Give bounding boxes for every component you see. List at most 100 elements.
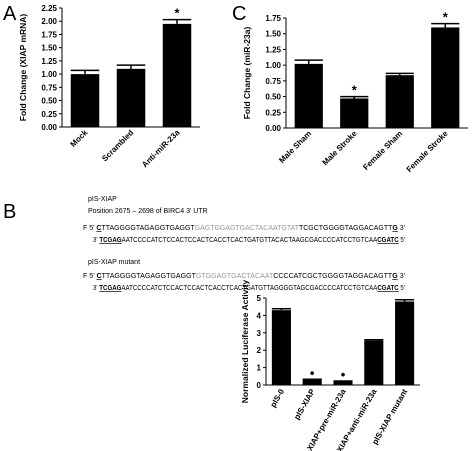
sequence-row: 3' TCGAGAATCCCCATCTCCACTCCACTCACCTCACTGA…: [93, 285, 405, 292]
x-tick-label: pIS-XIAP: [292, 387, 317, 421]
sequence-segment: C: [96, 225, 101, 232]
x-tick-label: Scrambled: [100, 128, 135, 163]
x-tick-label: Anti-miR-23a: [140, 128, 182, 170]
bar: [70, 74, 100, 127]
panel-label: B: [3, 201, 16, 223]
bar: [302, 379, 322, 385]
x-tick-label: Male Stroke: [321, 129, 360, 168]
y-tick-label: 1.00: [265, 61, 281, 70]
strand-label: 3': [93, 237, 98, 244]
bar: [431, 27, 460, 128]
y-tick-label: 5: [257, 294, 262, 303]
significance-marker: •: [310, 365, 315, 380]
y-tick-label: 2.25: [41, 4, 57, 13]
error-bar: [364, 339, 384, 341]
y-tick-label: 1.00: [41, 70, 57, 79]
sequence-segment: TTAGGGGTAGAGGTGAGGT: [102, 273, 197, 280]
error-bar: [333, 380, 353, 382]
y-axis-label: Fold Change (XIAP mRNA): [18, 14, 28, 122]
strand-label: F 5': [83, 225, 94, 232]
x-tick-label: Male Sham: [277, 129, 313, 165]
sequence-segment: AATCCCCATCTCCACTCCACTCACCTCACTGATGTTAGGG…: [121, 285, 377, 292]
bar: [340, 98, 369, 128]
strand-label: 3': [93, 285, 98, 292]
sequence-row: F 5' CTTAGGGGTAGAGGTGAGGTGAGTGGAGTGACTAC…: [83, 225, 405, 232]
x-tick-label: Female Stroke: [405, 129, 450, 174]
x-tick-label: Mock: [69, 128, 90, 149]
strand-label: F 5': [83, 273, 95, 280]
significance-marker: *: [443, 10, 449, 25]
y-tick-label: 0.00: [41, 123, 57, 132]
y-tick-label: 2: [257, 346, 262, 355]
error-bar: [162, 18, 192, 24]
error-bar: [340, 95, 369, 99]
sequence-segment: TCGAG: [99, 285, 122, 292]
construct-title: pIS-XIAP mutant: [88, 259, 140, 266]
sequence-segment: CCCCATCGCTGGGGTAGGACAGTT: [273, 273, 393, 280]
x-tick-label: Female Sham: [361, 129, 404, 172]
strand-label: 5': [400, 285, 405, 292]
significance-marker: *: [352, 83, 358, 98]
x-tick-label: pIS-0: [269, 387, 287, 409]
y-tick-label: 0.25: [41, 110, 57, 119]
strand-label: 3': [400, 273, 405, 280]
sequence-segment: CGATC: [377, 237, 398, 244]
y-axis-label: Normalized Luciferase Activity: [240, 280, 250, 404]
y-tick-label: 1.25: [265, 45, 281, 54]
bar: [333, 381, 353, 385]
panel-label: C: [232, 3, 246, 25]
bar: [116, 68, 146, 127]
y-tick-label: 1.50: [41, 44, 57, 53]
error-bar: [302, 378, 322, 381]
construct-title: pIS-XIAP: [88, 196, 117, 203]
y-tick-label: 0.25: [265, 108, 281, 117]
error-bar: [271, 308, 291, 311]
y-axis-label: Fold Change (miR-23a): [242, 27, 252, 120]
bar: [385, 75, 414, 128]
bar: [162, 23, 192, 127]
error-bar: [385, 72, 414, 76]
y-tick-label: 0: [257, 381, 262, 390]
sequence-segment: TCGCTGGGGTAGGACAGTT: [299, 225, 393, 232]
bar: [294, 63, 323, 129]
sequence-segment: G: [392, 225, 398, 232]
sequence-segment: CGATC: [377, 285, 398, 292]
y-tick-label: 0.50: [265, 93, 281, 102]
sequence-segment: C: [97, 273, 102, 280]
y-tick-label: 1: [257, 364, 262, 373]
sequence-segment: TCGAG: [99, 237, 122, 244]
strand-label: 3': [400, 225, 405, 232]
sequence-segment: AATCCCCATCTCCACTCCACTCACCTCACTGATGTTACAC…: [122, 237, 378, 244]
strand-label: 5': [400, 237, 405, 244]
y-tick-label: 1.25: [41, 57, 57, 66]
y-tick-label: 0.75: [41, 83, 57, 92]
y-tick-label: 3: [257, 329, 262, 338]
sequence-row: F 5' CTTAGGGGTAGAGGTGAGGTGTGGAGTGACTACAA…: [83, 273, 405, 280]
significance-marker: •: [341, 367, 346, 382]
bar: [364, 340, 384, 385]
y-tick-label: 0.50: [41, 97, 57, 106]
position-note: Position 2675 – 2698 of BIRC4 3' UTR: [88, 208, 208, 215]
panel-label: A: [3, 3, 17, 25]
sequence-segment: GAGTGGAGTGACTACAATGTAT: [195, 225, 300, 232]
y-tick-label: 1.50: [265, 30, 281, 39]
y-tick-label: 1.75: [265, 14, 281, 23]
bar: [271, 310, 291, 385]
y-tick-label: 2.00: [41, 17, 57, 26]
error-bar: [395, 298, 415, 302]
error-bar: [70, 69, 100, 75]
y-tick-label: 0.00: [265, 124, 281, 133]
sequence-row: 3' TCGAGAATCCCCATCTCCACTCCACTCACCTCACTGA…: [93, 237, 405, 244]
sequence-segment: G: [392, 273, 398, 280]
error-bar: [431, 22, 460, 28]
error-bar: [116, 64, 146, 69]
y-tick-label: 0.75: [265, 77, 281, 86]
sequence-segment: TTAGGGGTAGAGGTGAGGT: [101, 225, 195, 232]
significance-marker: *: [174, 6, 180, 21]
bar: [395, 301, 415, 385]
y-tick-label: 4: [257, 311, 262, 320]
error-bar: [294, 59, 323, 64]
y-tick-label: 1.75: [41, 30, 57, 39]
sequence-segment: GTGGAGTGACTACAAT: [196, 273, 274, 280]
